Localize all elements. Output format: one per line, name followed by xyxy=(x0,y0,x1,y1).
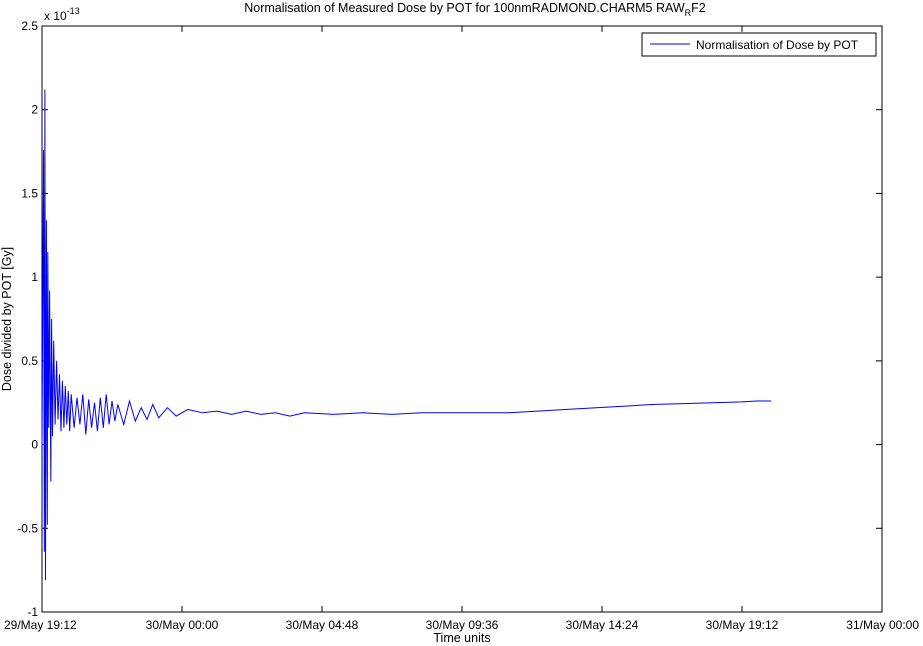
x-tick-label: 30/May 00:00 xyxy=(146,618,219,632)
y-tick-label: -1 xyxy=(27,605,38,619)
series-line-dose-by-pot xyxy=(41,89,772,581)
y-tick-label: -0.5 xyxy=(17,521,38,535)
y-exponent-label: x 10-13 xyxy=(44,6,80,23)
x-tick-label: 30/May 14:24 xyxy=(566,618,639,632)
x-axis-label: Time units xyxy=(433,631,490,645)
x-axis-ticks: 29/May 19:12 30/May 00:00 30/May 04:48 30/M… xyxy=(4,26,919,632)
y-tick-label: 2 xyxy=(31,103,38,117)
x-tick-label: 30/May 19:12 xyxy=(706,618,779,632)
chart-title: Normalisation of Measured Dose by POT fo… xyxy=(244,1,706,18)
legend: Normalisation of Dose by POT xyxy=(641,32,877,57)
y-tick-label: 2.5 xyxy=(21,19,38,33)
y-exponent-base: x 10 xyxy=(44,9,67,23)
y-axis-label: Dose divided by POT [Gy] xyxy=(0,247,14,391)
y-tick-label: 1 xyxy=(31,270,38,284)
chart-title-suffix: F2 xyxy=(691,1,706,15)
y-exponent-power: -13 xyxy=(67,6,80,16)
chart-title-main: Normalisation of Measured Dose by POT fo… xyxy=(244,1,685,15)
legend-label: Normalisation of Dose by POT xyxy=(696,38,859,52)
y-tick-label: 0.5 xyxy=(21,354,38,368)
y-tick-label: 1.5 xyxy=(21,186,38,200)
x-tick-label: 30/May 04:48 xyxy=(286,618,359,632)
legend-box xyxy=(641,32,877,57)
plot-area xyxy=(41,25,883,613)
x-tick-label: 29/May 19:12 xyxy=(4,618,77,632)
chart-title-subscript: R xyxy=(685,8,692,18)
y-axis-ticks: 2.5 2 1.5 1 0.5 0 -0.5 -1 xyxy=(17,19,882,619)
y-tick-label: 0 xyxy=(31,438,38,452)
x-tick-label: 31/May 00:00 xyxy=(846,618,919,632)
x-tick-label: 30/May 09:36 xyxy=(426,618,499,632)
